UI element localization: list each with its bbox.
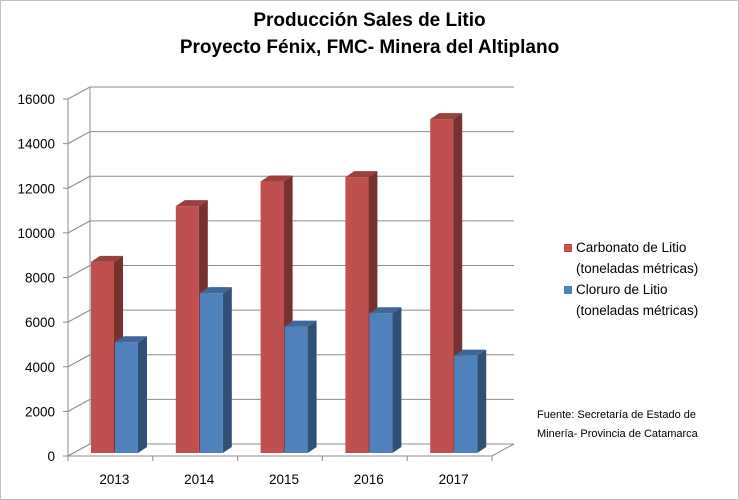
bar-top <box>369 307 402 314</box>
bar-cloruro-2013 <box>115 336 147 453</box>
y-tick-label: 8000 <box>25 271 55 286</box>
bar-side <box>392 307 402 453</box>
legend-label-cloruro-line2: (toneladas métricas) <box>576 303 699 318</box>
legend-swatch-cloruro <box>564 286 572 294</box>
x-tick-label: 2017 <box>439 472 469 487</box>
bar-front <box>115 342 138 453</box>
chart-title: Producción Sales de Litio <box>253 10 486 31</box>
bar-cloruro-2014 <box>199 287 232 453</box>
y-tick-label: 2000 <box>25 404 55 419</box>
bar-front <box>454 355 478 453</box>
bar-front <box>369 313 393 453</box>
y-tick-label: 16000 <box>17 92 55 107</box>
bar-side <box>307 320 317 453</box>
x-tick-label: 2013 <box>99 472 129 487</box>
bars <box>91 113 487 454</box>
bar-top <box>199 287 232 294</box>
bar-top <box>345 171 378 178</box>
bar-front <box>91 261 114 453</box>
gridline-side <box>67 86 91 100</box>
gridline-side <box>67 175 91 189</box>
gridline-side <box>67 309 91 323</box>
bar-top <box>454 349 487 356</box>
bar-front <box>284 326 308 453</box>
bar-front <box>199 293 223 453</box>
legend-swatch-carbonato <box>564 244 572 252</box>
bar-top <box>91 255 123 262</box>
y-tick-label: 10000 <box>17 226 55 241</box>
bar-front <box>430 119 454 454</box>
source-note: Fuente: Secretaría de Estado de Minería-… <box>537 406 698 444</box>
bar-side <box>477 349 487 453</box>
bar-top <box>260 175 293 182</box>
y-tick-label: 6000 <box>25 315 55 330</box>
bar-cloruro-2017 <box>454 349 487 453</box>
legend-label-carbonato-line1: Carbonato de Litio <box>576 240 687 255</box>
bar-top <box>430 113 463 120</box>
bar-top <box>175 200 208 207</box>
y-tick-label: 4000 <box>25 360 55 375</box>
gridline-side <box>67 354 91 368</box>
legend-label-cloruro-line1: Cloruro de Litio <box>576 282 668 297</box>
x-tick-label: 2015 <box>269 472 299 487</box>
y-tick-label: 12000 <box>17 181 55 196</box>
legend-item-cloruro: Cloruro de Litio (toneladas métricas) <box>564 279 699 321</box>
gridline-side <box>67 220 91 234</box>
bar-top <box>115 336 147 343</box>
gridline-side <box>67 131 91 145</box>
source-line2: Minería- Provincia de Catamarca <box>537 428 698 440</box>
bar-cloruro-2016 <box>369 307 402 453</box>
source-line1: Fuente: Secretaría de Estado de <box>537 409 696 421</box>
x-tick-label: 2016 <box>354 472 384 487</box>
bar-side <box>138 336 147 453</box>
bar-cloruro-2015 <box>284 320 317 453</box>
y-tick-label: 14000 <box>17 137 55 152</box>
tick-labels: 2013 2014 2015 2016 2017 0 2000 4000 6000 8000 100… <box>17 92 468 487</box>
legend-item-carbonato: Carbonato de Litio (toneladas métricas) <box>564 237 699 279</box>
chart-subtitle: Proyecto Fénix, FMC- Minera del Altiplan… <box>179 37 560 58</box>
bar-front <box>175 206 199 453</box>
bar-side <box>222 287 232 453</box>
x-tick-label: 2014 <box>184 472 215 487</box>
legend-label-carbonato-line2: (toneladas métricas) <box>576 261 699 276</box>
bar-front <box>345 177 369 453</box>
gridline-side <box>67 398 91 412</box>
y-tick-label: 0 <box>47 449 55 464</box>
gridline-side <box>67 265 91 278</box>
bar-top <box>284 320 317 327</box>
bar-front <box>260 181 284 453</box>
